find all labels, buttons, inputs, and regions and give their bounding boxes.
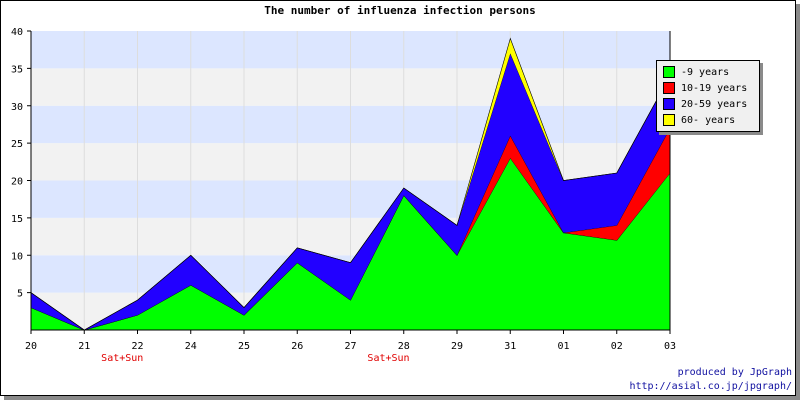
x-note-label-6: Sat+Sun (367, 353, 409, 364)
legend-item-2: 20-59 years (663, 96, 759, 112)
x-tick-label-11: 02 (611, 341, 623, 352)
x-tick-label-9: 31 (504, 341, 516, 352)
area-series (30, 37, 671, 331)
x-tick-label-6: 27 (344, 341, 356, 352)
y-tick-label-10: 10 (11, 251, 23, 262)
x-tick-label-5: 26 (291, 341, 303, 352)
legend-label-3: 60- years (681, 114, 736, 126)
legend-swatch-3 (663, 114, 675, 126)
credits: produced by JpGraph http://asial.co.jp/j… (629, 366, 792, 394)
y-tick-label-5: 5 (17, 289, 23, 300)
series-outline-3 (30, 37, 671, 331)
legend-item-3: 60- years (663, 112, 759, 128)
x-tick-label-12: 03 (664, 341, 676, 352)
x-tick-label-1: 21 (78, 341, 90, 352)
y-tick-label-30: 30 (11, 102, 23, 113)
y-tick-label-25: 25 (11, 139, 23, 150)
legend: -9 years 10-19 years 20-59 years 60- yea… (656, 60, 760, 132)
series-area-2 (31, 53, 670, 331)
y-tick-label-40: 40 (11, 27, 23, 38)
credits-link[interactable]: http://asial.co.jp/jpgraph/ (629, 381, 792, 392)
x-tick-label-3: 24 (185, 341, 197, 352)
legend-swatch-2 (663, 98, 675, 110)
x-tick-label-0: 20 (25, 341, 37, 352)
y-tick-label-20: 20 (11, 177, 23, 188)
x-tick-label-4: 25 (238, 341, 250, 352)
x-tick-label-10: 01 (557, 341, 569, 352)
x-note-label-1: Sat+Sun (101, 353, 143, 364)
legend-swatch-1 (663, 82, 675, 94)
chart-title: The number of influenza infection person… (264, 4, 536, 17)
x-tick-label-2: 22 (131, 341, 143, 352)
legend-swatch-0 (663, 66, 675, 78)
y-tick-label-15: 15 (11, 214, 23, 225)
legend-label-0: -9 years (681, 66, 730, 78)
x-tick-label-8: 29 (451, 341, 463, 352)
y-tick-label-35: 35 (11, 64, 23, 75)
legend-item-0: -9 years (663, 64, 759, 80)
legend-item-1: 10-19 years (663, 80, 759, 96)
series-area-0 (31, 158, 670, 330)
credits-produced-by: produced by JpGraph (677, 367, 792, 378)
legend-label-1: 10-19 years (681, 82, 748, 94)
x-tick-label-7: 28 (398, 341, 410, 352)
legend-label-2: 20-59 years (681, 98, 748, 110)
